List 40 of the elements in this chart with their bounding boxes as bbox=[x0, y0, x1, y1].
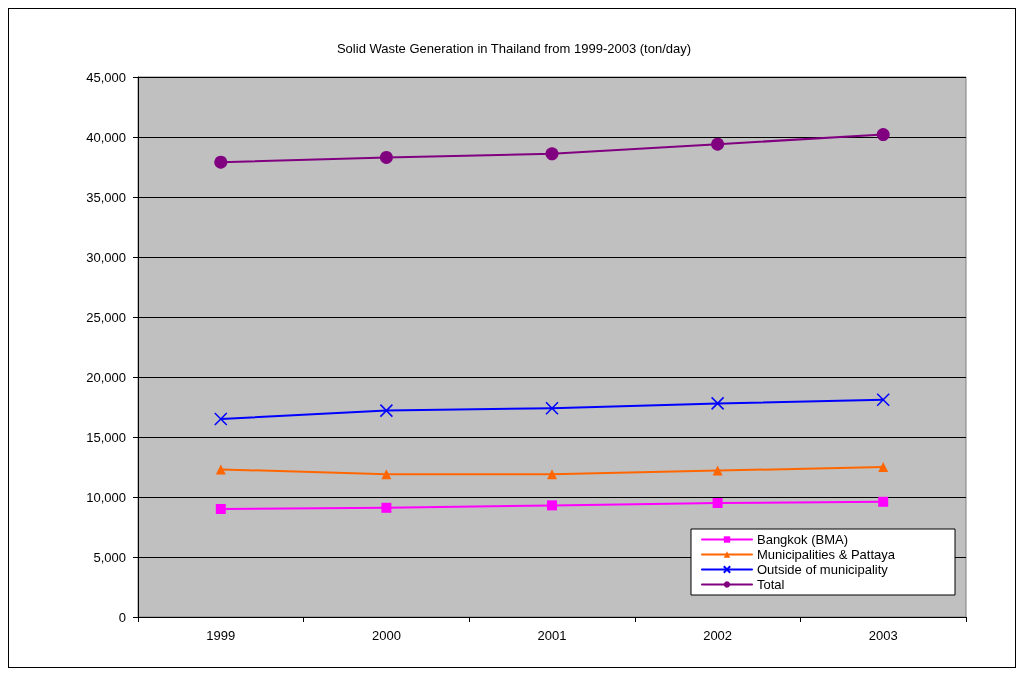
y-tick-label: 45,000 bbox=[86, 69, 126, 85]
point bbox=[545, 401, 559, 415]
legend-label: Total bbox=[756, 577, 785, 592]
point bbox=[214, 412, 228, 426]
x-tick-label: 2003 bbox=[868, 628, 898, 643]
y-tick-label: 40,000 bbox=[86, 129, 126, 145]
point bbox=[876, 393, 890, 407]
point bbox=[545, 147, 559, 161]
point bbox=[215, 464, 226, 475]
x-tick-label: 2000 bbox=[371, 628, 401, 643]
x-tick-label: 2002 bbox=[703, 628, 733, 643]
point bbox=[878, 496, 889, 507]
y-tick-label: 20,000 bbox=[86, 369, 126, 385]
x-tick-label: 1999 bbox=[206, 628, 236, 643]
legend-label: Municipalities & Pattaya bbox=[756, 547, 896, 562]
y-tick-label: 30,000 bbox=[86, 249, 126, 265]
point bbox=[381, 502, 392, 513]
y-tick-label: 35,000 bbox=[86, 189, 126, 205]
point bbox=[379, 150, 393, 164]
point bbox=[379, 403, 394, 418]
legend-label: Bangkok (BMA) bbox=[756, 532, 849, 547]
point bbox=[878, 462, 889, 472]
y-tick-label: 10,000 bbox=[86, 489, 126, 505]
point bbox=[215, 504, 226, 514]
y-tick-label: 5,000 bbox=[93, 549, 126, 565]
point bbox=[214, 155, 228, 169]
point bbox=[381, 469, 392, 480]
y-tick-label: 15,000 bbox=[86, 429, 126, 445]
point bbox=[710, 396, 725, 411]
point bbox=[547, 500, 557, 511]
point bbox=[547, 469, 557, 480]
point bbox=[711, 137, 725, 151]
chart-title: Solid Waste Generation in Thailand from 1999-2003 (ton/day) bbox=[336, 41, 692, 56]
y-tick-label: 0 bbox=[118, 609, 126, 625]
x-tick-label: 2001 bbox=[537, 628, 567, 643]
y-tick-label: 25,000 bbox=[86, 309, 126, 325]
point bbox=[712, 465, 723, 476]
point bbox=[876, 128, 890, 142]
legend-label: Outside of municipality bbox=[756, 562, 889, 577]
point bbox=[712, 498, 723, 508]
